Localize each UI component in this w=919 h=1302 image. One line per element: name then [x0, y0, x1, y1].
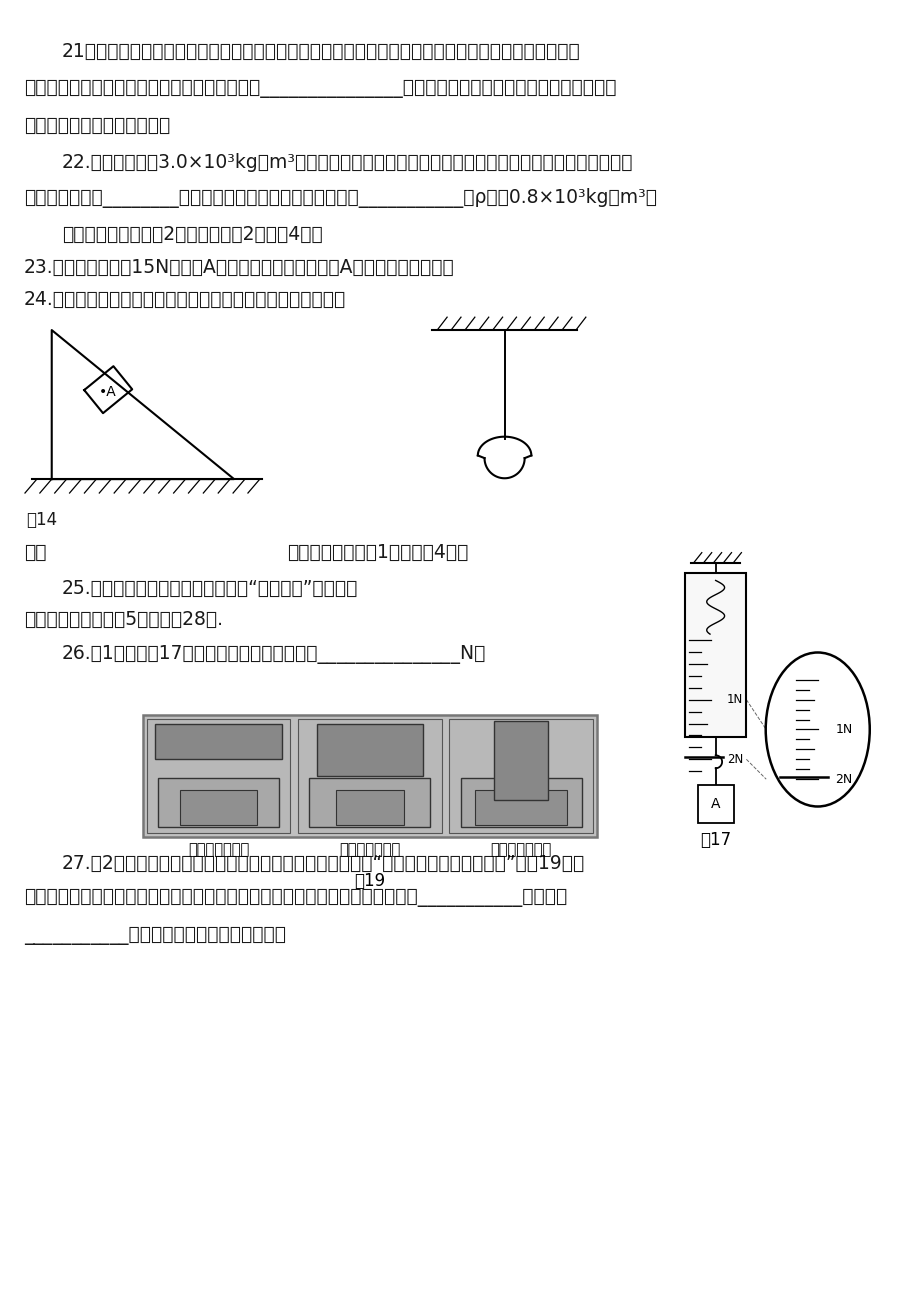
- Bar: [494, 721, 548, 801]
- Text: 1N: 1N: [726, 693, 743, 706]
- Text: ___________越小，压力的作用效果越明显。: ___________越小，压力的作用效果越明显。: [24, 926, 286, 945]
- Text: 五、实验题：本题有5小题，公28分.: 五、实验题：本题有5小题，公28分.: [24, 611, 222, 629]
- Text: 四、: 四、: [24, 543, 47, 561]
- Text: •A: •A: [99, 384, 117, 398]
- Text: 1N: 1N: [834, 723, 852, 736]
- Text: 图14: 图14: [26, 510, 57, 529]
- Bar: [335, 790, 403, 825]
- Bar: [147, 719, 289, 833]
- Bar: [179, 790, 257, 825]
- Text: 23.如下图所示，重15N的物体A静止在斜面上，画出物体A所受重力的示意图。: 23.如下图所示，重15N的物体A静止在斜面上，画出物体A所受重力的示意图。: [24, 258, 454, 276]
- Bar: [154, 724, 282, 759]
- Text: 三、作图题：本题有2小题，每小题2分，公4分。: 三、作图题：本题有2小题，每小题2分，公4分。: [62, 225, 322, 243]
- Bar: [309, 779, 430, 827]
- Text: （选填：上，下）的压力差。: （选填：上，下）的压力差。: [24, 116, 170, 134]
- Bar: [316, 724, 423, 776]
- Bar: [460, 779, 581, 827]
- Bar: [449, 719, 592, 833]
- Text: 砖侧放在海绵上: 砖侧放在海绵上: [339, 842, 400, 857]
- Text: 精的体积之比为________；小球在水和酒精中所受浮力之比是___________（ρ酒＝0.8×10³kg／m³）: 精的体积之比为________；小球在水和酒精中所受浮力之比是_________…: [24, 187, 656, 208]
- Text: 气速度大，此时，上方空气压强比下方空气压强_______________（选填：大，小），这样，机翁受到一个向: 气速度大，此时，上方空气压强比下方空气压强_______________（选填：…: [24, 78, 616, 98]
- Text: 27.（2分）小红同学和小军同学利用一块海绵和一块砖研究“影响压力作用效果的因素”。图19所示: 27.（2分）小红同学和小军同学利用一块海绵和一块砖研究“影响压力作用效果的因素…: [62, 854, 584, 872]
- Text: 简答题：本题只有1小题，公4分。: 简答题：本题只有1小题，公4分。: [287, 543, 468, 561]
- Text: 砖纭液在海绵上: 砖纭液在海绵上: [490, 842, 551, 857]
- Text: 24.如图是一吸灯悬挂在天花板上，画出吸灯所受力的示意图。: 24.如图是一吸灯悬挂在天花板上，画出吸灯所受力的示意图。: [24, 290, 346, 310]
- Text: 为小军同学根据实验过程中的情景绘制的图画。此实验可以说明：当海绵受到的___________不变时，: 为小军同学根据实验过程中的情景绘制的图画。此实验可以说明：当海绵受到的_____…: [24, 888, 567, 907]
- Text: A: A: [710, 797, 720, 811]
- Text: 图17: 图17: [699, 831, 730, 849]
- Bar: [158, 779, 278, 827]
- Bar: [474, 790, 566, 825]
- Bar: [142, 715, 596, 837]
- Bar: [698, 785, 732, 823]
- Text: 22.将一个密度为3.0×10³kg／m³的实心小球，先后放入水和酒精当中，则小球排开水的体积与排开酒: 22.将一个密度为3.0×10³kg／m³的实心小球，先后放入水和酒精当中，则小…: [62, 154, 632, 172]
- Ellipse shape: [765, 652, 868, 806]
- Bar: [298, 719, 441, 833]
- Text: 25.工程师为什么要把拦河坝设计成“上窄下宽”的形状？: 25.工程师为什么要把拦河坝设计成“上窄下宽”的形状？: [62, 578, 357, 598]
- Text: 砖平放在海绵上: 砖平放在海绵上: [187, 842, 249, 857]
- Text: 21、飞机的机翁在设计时充分利用了流体力学的知识。当飞机飞行时，流过它上方的空气速度比下方空: 21、飞机的机翁在设计时充分利用了流体力学的知识。当飞机飞行时，流过它上方的空气…: [62, 42, 580, 61]
- Text: 26.（1分）如图17所示，弹簧测力计的示数为_______________N。: 26.（1分）如图17所示，弹簧测力计的示数为_______________N。: [62, 644, 485, 664]
- Text: 2N: 2N: [726, 753, 743, 766]
- Text: 2N: 2N: [834, 772, 852, 785]
- Text: 图19: 图19: [354, 871, 385, 889]
- Bar: [685, 573, 745, 737]
